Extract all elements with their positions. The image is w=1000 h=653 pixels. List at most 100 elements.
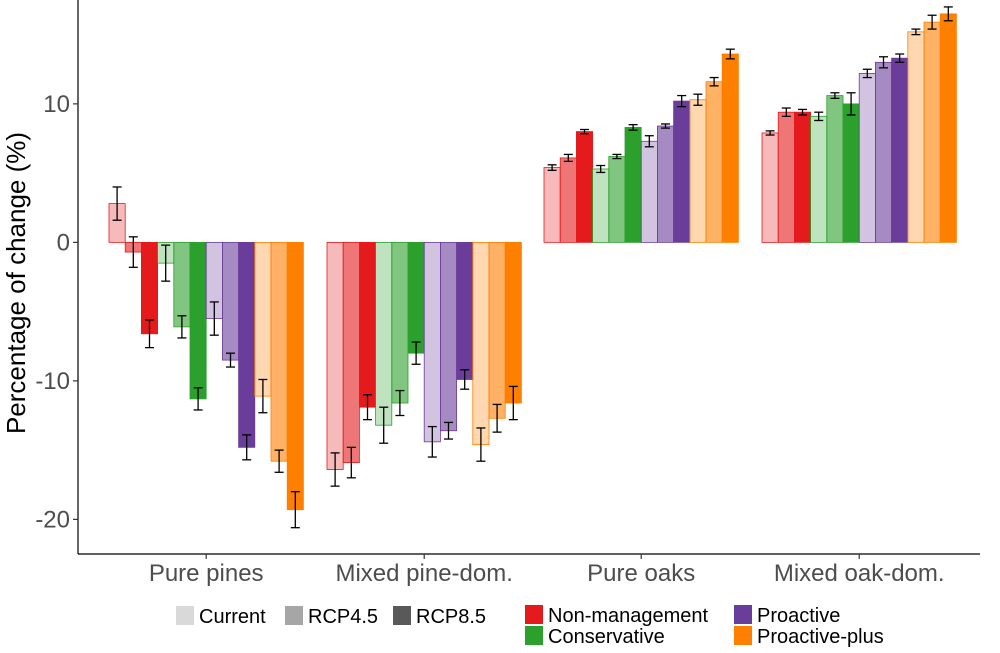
bar-mixed-pine-dom-proactive-plus-rcp8-5 — [504, 241, 522, 404]
error-bar-mixed-pine-dom-proactive-plus-rcp8-5 — [508, 385, 518, 421]
legend-swatch-non-management — [525, 605, 543, 624]
bar-pure-oaks-conservative-rcp8-5 — [624, 127, 642, 243]
bar-pure-oaks-proactive-plus-rcp4-5 — [705, 81, 723, 243]
bar-mixed-pine-dom-conservative-rcp4-5 — [391, 241, 409, 404]
error-bar-mixed-oak-dom-non-management-rcp8-5 — [798, 108, 807, 116]
error-bar-mixed-pine-dom-proactive-plus-rcp4-5 — [492, 403, 502, 433]
y-tick-label: 10 — [43, 91, 70, 118]
error-bar-pure-oaks-proactive-plus-current — [693, 93, 703, 106]
x-tick-label-pure-pines: Pure pines — [149, 560, 264, 587]
error-bar-mixed-oak-dom-non-management-current — [765, 130, 775, 136]
error-bar-mixed-pine-dom-conservative-rcp4-5 — [395, 389, 405, 417]
error-bar-mixed-oak-dom-conservative-rcp4-5 — [830, 92, 840, 99]
error-bar-mixed-pine-dom-conservative-rcp8-5 — [411, 341, 421, 365]
legend-item-proactive-plus: Proactive-plus — [734, 626, 884, 648]
bar-group-pure-pines — [108, 186, 304, 529]
legend-label-rcp4-5: RCP4.5 — [308, 606, 378, 628]
error-bar-pure-pines-conservative-rcp4-5 — [177, 315, 187, 339]
error-bar-pure-oaks-conservative-rcp8-5 — [628, 124, 638, 131]
bar-mixed-oak-dom-non-management-rcp8-5 — [794, 111, 812, 243]
legend-item-current: Current — [176, 606, 266, 628]
error-bar-mixed-pine-dom-proactive-plus-current — [476, 427, 486, 462]
legend-item-conservative: Conservative — [525, 626, 665, 648]
x-axis: Pure pines Mixed pine-dom. Pure oaks Mixed … — [78, 553, 980, 587]
bar-mixed-oak-dom-proactive-plus-rcp8-5 — [939, 13, 957, 243]
x-tick-label-mixed-pine-dom: Mixed pine-dom. — [335, 560, 512, 587]
bar-pure-oaks-non-management-rcp4-5 — [559, 157, 577, 243]
error-bar-pure-pines-non-management-rcp4-5 — [128, 236, 138, 268]
bar-pure-oaks-proactive-current — [640, 140, 658, 243]
error-bar-pure-oaks-conservative-rcp4-5 — [612, 153, 622, 160]
bar-mixed-pine-dom-proactive-current — [423, 241, 441, 443]
error-bar-mixed-oak-dom-proactive-rcp8-5 — [895, 53, 905, 63]
plot-area — [108, 6, 957, 529]
error-bar-mixed-pine-dom-non-management-current — [330, 452, 340, 487]
legend-label-non-management: Non-management — [548, 605, 709, 627]
error-bar-mixed-pine-dom-proactive-rcp4-5 — [444, 421, 453, 440]
legend: Current RCP4.5 RCP8.5 Non-management Proacti… — [176, 605, 884, 648]
bar-mixed-oak-dom-non-management-current — [761, 132, 779, 243]
bar-pure-oaks-conservative-rcp4-5 — [608, 156, 626, 243]
legend-swatch-proactive — [734, 605, 752, 624]
legend-label-current: Current — [199, 606, 266, 628]
y-tick-label: 0 — [57, 229, 70, 256]
error-bar-pure-pines-proactive-rcp8-5 — [242, 434, 252, 461]
error-bar-pure-pines-conservative-current — [161, 244, 171, 282]
error-bar-pure-oaks-proactive-plus-rcp8-5 — [725, 48, 735, 60]
error-bar-mixed-pine-dom-non-management-rcp8-5 — [363, 394, 372, 421]
error-bar-pure-pines-proactive-plus-current — [258, 378, 268, 414]
bar-mixed-pine-dom-proactive-plus-current — [472, 241, 490, 445]
error-bar-pure-pines-non-management-rcp8-5 — [145, 319, 154, 349]
bar-mixed-oak-dom-proactive-current — [858, 73, 876, 243]
error-bar-pure-oaks-proactive-rcp8-5 — [677, 94, 687, 108]
error-bar-mixed-oak-dom-proactive-plus-rcp4-5 — [927, 14, 937, 30]
bar-pure-pines-proactive-plus-current — [254, 241, 272, 397]
error-bar-mixed-oak-dom-proactive-plus-rcp8-5 — [943, 6, 953, 22]
legend-label-proactive-plus: Proactive-plus — [757, 626, 884, 648]
error-bar-mixed-oak-dom-proactive-plus-current — [911, 28, 921, 36]
bar-pure-oaks-proactive-plus-rcp8-5 — [721, 53, 739, 243]
x-tick-label-mixed-oak-dom: Mixed oak-dom. — [774, 560, 945, 587]
error-bar-mixed-pine-dom-conservative-current — [379, 406, 389, 444]
bar-mixed-oak-dom-conservative-current — [810, 115, 828, 243]
error-bar-pure-oaks-proactive-rcp4-5 — [661, 123, 670, 129]
error-bar-mixed-oak-dom-proactive-current — [862, 68, 872, 79]
bar-mixed-pine-dom-proactive-rcp4-5 — [439, 241, 457, 432]
bar-pure-pines-proactive-rcp8-5 — [238, 241, 256, 448]
legend-item-non-management: Non-management — [525, 605, 709, 627]
error-bar-mixed-oak-dom-conservative-rcp8-5 — [846, 92, 856, 116]
bar-mixed-oak-dom-proactive-rcp4-5 — [875, 61, 893, 243]
bar-mixed-oak-dom-conservative-rcp8-5 — [842, 103, 860, 243]
error-bar-pure-oaks-proactive-current — [644, 135, 654, 148]
error-bar-pure-pines-proactive-plus-rcp8-5 — [290, 491, 300, 529]
error-bar-pure-pines-proactive-current — [209, 301, 219, 336]
bar-pure-oaks-proactive-rcp4-5 — [657, 125, 675, 243]
bar-mixed-pine-dom-non-management-current — [326, 241, 344, 470]
y-axis: -20 -10 0 10 — [35, 0, 79, 554]
error-bar-pure-pines-proactive-rcp4-5 — [226, 352, 235, 368]
error-bar-mixed-oak-dom-proactive-rcp4-5 — [879, 56, 888, 69]
bar-group-pure-oaks — [543, 48, 739, 243]
x-tick-label-pure-oaks: Pure oaks — [587, 560, 695, 587]
legend-swatch-current — [176, 606, 194, 625]
bar-pure-pines-proactive-rcp4-5 — [221, 241, 239, 361]
bar-pure-pines-conservative-rcp4-5 — [173, 241, 191, 328]
bar-group-mixed-oak-dom — [761, 6, 957, 243]
bar-mixed-oak-dom-proactive-plus-rcp4-5 — [923, 21, 941, 243]
legend-label-proactive: Proactive — [757, 605, 840, 627]
legend-item-proactive: Proactive — [734, 605, 840, 627]
bar-mixed-oak-dom-proactive-rcp8-5 — [891, 57, 909, 243]
error-bar-pure-oaks-non-management-current — [547, 164, 557, 172]
legend-item-rcp8-5: RCP8.5 — [393, 606, 486, 628]
bar-mixed-oak-dom-non-management-rcp4-5 — [777, 111, 795, 243]
error-bar-pure-pines-proactive-plus-rcp4-5 — [274, 449, 284, 473]
error-bar-pure-pines-conservative-rcp8-5 — [193, 387, 203, 411]
bar-mixed-pine-dom-conservative-rcp8-5 — [407, 241, 425, 354]
bar-mixed-pine-dom-proactive-plus-rcp4-5 — [488, 241, 506, 419]
bar-mixed-oak-dom-conservative-rcp4-5 — [826, 95, 844, 243]
y-tick-label: -20 — [35, 506, 70, 533]
legend-swatch-rcp8-5 — [393, 606, 411, 625]
bar-mixed-pine-dom-non-management-rcp8-5 — [358, 241, 376, 408]
legend-swatch-conservative — [525, 626, 543, 645]
